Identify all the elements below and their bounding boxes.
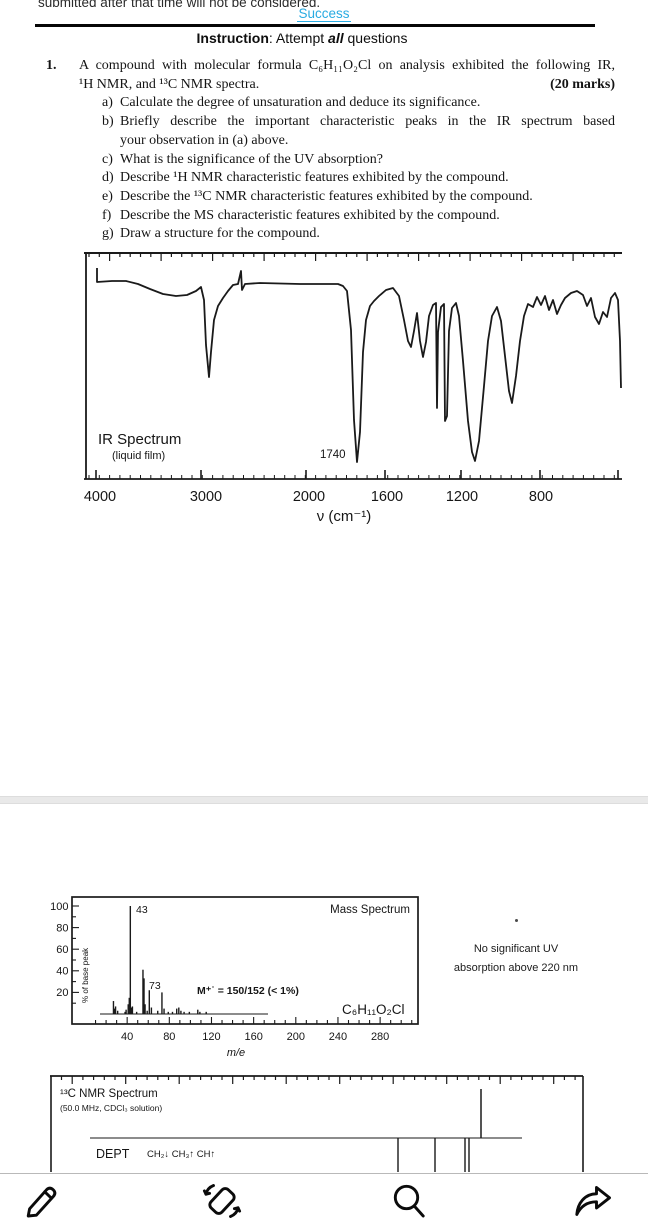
page-separator [0,796,648,804]
pen-icon [26,1186,57,1218]
ms-formula: C₆H₁₁O₂Cl [342,1002,405,1017]
instruction-word: Instruction [196,30,269,46]
bottom-toolbar [0,1173,648,1226]
marks-label: (20 marks) [550,76,615,92]
success-status: Success [0,6,648,22]
svg-text:4000: 4000 [84,489,116,505]
dept-legend: CH₂↓ CH₃↑ CH↑ [147,1149,215,1160]
question-item-g: g) Draw a structure for the compound. [102,226,320,242]
svg-text:200: 200 [287,1031,305,1043]
svg-text:160: 160 [244,1031,262,1043]
ir-title: IR Spectrum [98,431,181,448]
toolbar-annotate-button[interactable] [18,1179,62,1223]
scan-speck [515,919,518,922]
c13-title: ¹³C NMR Spectrum [60,1088,158,1100]
question-item-f: f) Describe the MS characteristic featur… [102,207,500,223]
search-icon [393,1184,425,1218]
svg-text:40: 40 [56,966,68,978]
uv-note: No significant UV absorption above 220 n… [453,943,579,974]
rotate-icon [202,1184,242,1218]
ms-molecular-ion-note: M⁺˙ = 150/152 (< 1%) [197,985,299,997]
question-intro-line2: ¹H NMR, and ¹³C NMR spectra. (20 marks) [79,76,615,95]
instruction-emphasis: all [328,30,344,46]
ir-spectrum-figure: IR Spectrum (liquid film) 1740 ν (cm⁻¹) … [84,252,622,525]
svg-text:1600: 1600 [371,489,403,505]
svg-text:80: 80 [56,922,68,934]
question-item-a: a) Calculate the degree of unsaturation … [102,95,481,111]
c13-nmr-figure: ¹³C NMR Spectrum (50.0 MHz, CDCl₃ soluti… [50,1075,584,1172]
svg-text:40: 40 [121,1031,133,1043]
svg-text:1200: 1200 [446,489,478,505]
svg-text:120: 120 [202,1031,220,1043]
svg-text:2000: 2000 [293,489,325,505]
header-divider [35,24,595,27]
ir-peak-annotation-1740: 1740 [320,449,346,461]
svg-text:240: 240 [329,1031,347,1043]
share-icon [575,1186,611,1216]
ms-title: Mass Spectrum [330,904,410,916]
svg-text:60: 60 [56,944,68,956]
instruction-line: Instruction: Attempt all questions [196,30,408,46]
svg-text:3000: 3000 [190,489,222,505]
svg-text:20: 20 [56,987,68,999]
ms-base-peak-label: 43 [136,904,148,916]
toolbar-rotate-button[interactable] [200,1179,244,1223]
ir-subtitle: (liquid film) [112,450,165,462]
question-item-b: b) Briefly describe the important charac… [102,114,615,148]
svg-text:80: 80 [163,1031,175,1043]
c13-subtitle: (50.0 MHz, CDCl₃ solution) [60,1103,162,1113]
svg-text:280: 280 [371,1031,389,1043]
question-item-d: d) Describe ¹H NMR characteristic featur… [102,170,509,186]
ms-x-axis-title: m/e [227,1047,245,1059]
svg-text:800: 800 [529,489,553,505]
toolbar-search-button[interactable] [387,1179,431,1223]
question-item-e: e) Describe the ¹³C NMR characteristic f… [102,188,533,204]
ir-x-axis-title: ν (cm⁻¹) [317,508,372,525]
toolbar-share-button[interactable] [570,1179,614,1223]
mass-spectrum-figure: Mass Spectrum % of base peak m/e 43 73 M… [50,896,419,1059]
success-link[interactable]: Success [297,6,351,22]
ms-peak-73-label: 73 [149,980,161,992]
question-body: A compound with molecular formula C₆H₁₁O… [79,57,615,244]
question-intro-line1: A compound with molecular formula C₆H₁₁O… [79,58,615,73]
ms-y-axis-title: % of base peak [81,947,90,1003]
dept-label: DEPT [96,1147,130,1161]
question-number: 1. [46,58,57,73]
clipped-top-line: submitted after that time will not be co… [38,0,321,10]
svg-text:100: 100 [50,901,68,913]
question-item-c: c) What is the significance of the UV ab… [102,151,383,167]
